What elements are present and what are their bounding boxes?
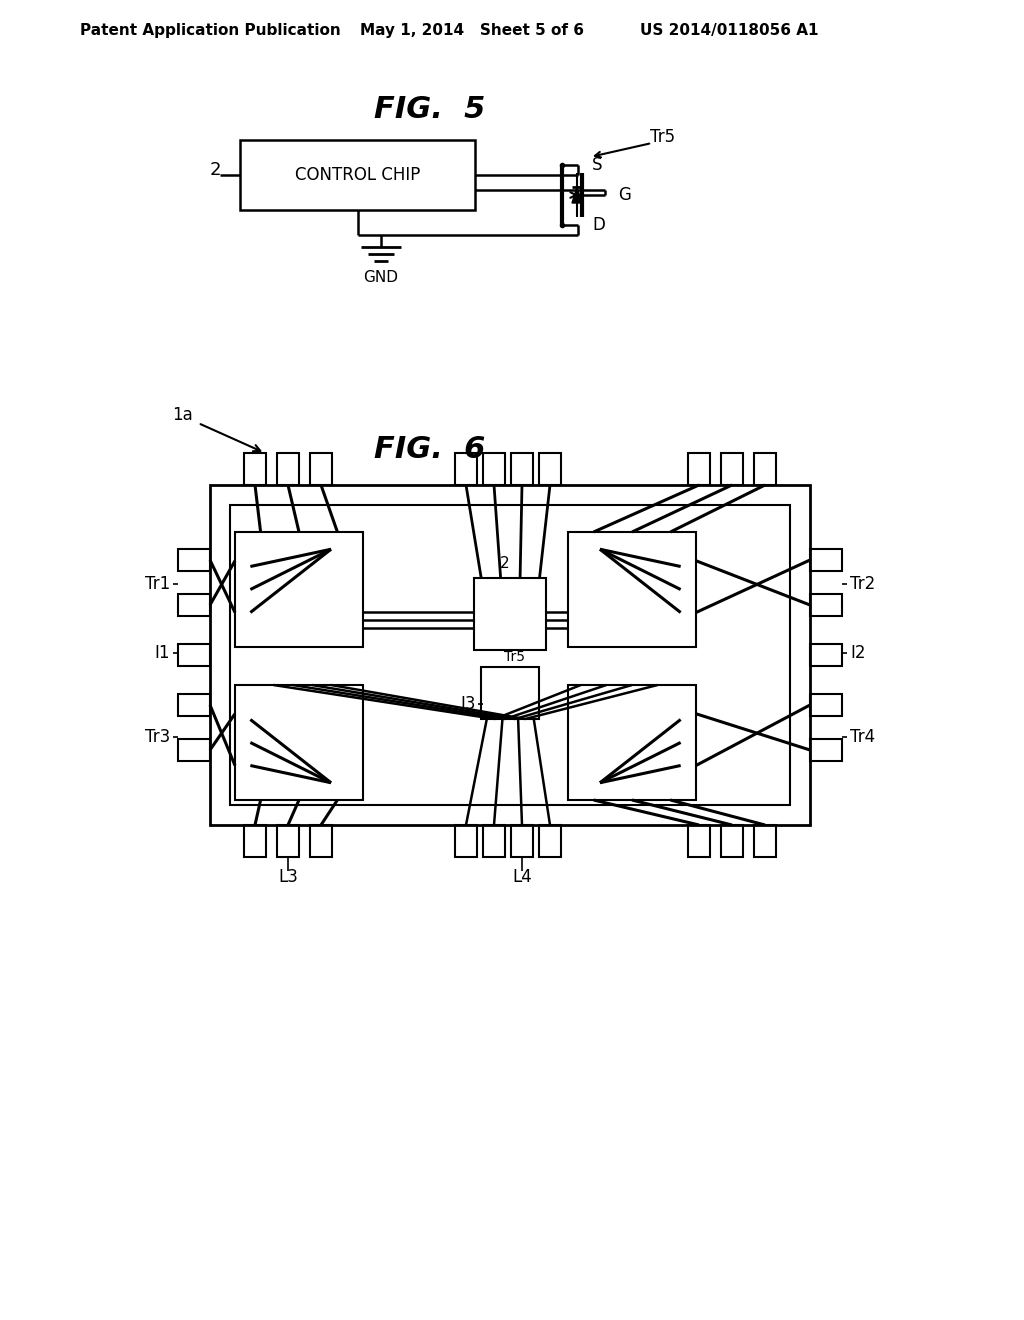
- Bar: [244, 825, 266, 857]
- Bar: [178, 694, 210, 715]
- Text: GND: GND: [364, 271, 398, 285]
- Bar: [234, 685, 362, 800]
- Bar: [455, 825, 477, 857]
- Text: G: G: [618, 186, 631, 205]
- Bar: [234, 532, 362, 647]
- Bar: [810, 739, 842, 762]
- Bar: [178, 549, 210, 572]
- Bar: [754, 825, 776, 857]
- Text: I1: I1: [155, 644, 170, 663]
- Bar: [511, 825, 534, 857]
- Bar: [688, 453, 710, 484]
- Bar: [688, 825, 710, 857]
- Bar: [810, 549, 842, 572]
- Text: L4: L4: [512, 869, 531, 886]
- Text: CONTROL CHIP: CONTROL CHIP: [295, 166, 420, 183]
- Text: Tr2: Tr2: [850, 574, 876, 593]
- Bar: [721, 825, 743, 857]
- Bar: [178, 594, 210, 616]
- Bar: [455, 453, 477, 484]
- Text: Tr3: Tr3: [144, 727, 170, 746]
- Bar: [810, 694, 842, 715]
- Bar: [539, 453, 561, 484]
- Bar: [178, 644, 210, 667]
- Bar: [278, 825, 299, 857]
- Text: I3: I3: [461, 696, 476, 713]
- Bar: [230, 506, 790, 805]
- Bar: [240, 140, 475, 210]
- Bar: [721, 453, 743, 484]
- Text: May 1, 2014   Sheet 5 of 6: May 1, 2014 Sheet 5 of 6: [360, 22, 584, 37]
- Text: 2: 2: [500, 557, 510, 572]
- Bar: [810, 644, 842, 667]
- Bar: [278, 453, 299, 484]
- Bar: [539, 825, 561, 857]
- Text: L3: L3: [279, 869, 298, 886]
- Polygon shape: [572, 187, 582, 203]
- Text: FIG.  5: FIG. 5: [375, 95, 485, 124]
- Bar: [754, 453, 776, 484]
- Bar: [310, 453, 332, 484]
- Bar: [568, 685, 696, 800]
- Bar: [511, 453, 534, 484]
- Bar: [481, 667, 539, 719]
- Text: Tr4: Tr4: [850, 727, 876, 746]
- Text: 2: 2: [210, 161, 221, 180]
- Text: FIG.  6: FIG. 6: [375, 436, 485, 465]
- Text: Patent Application Publication: Patent Application Publication: [80, 22, 341, 37]
- Bar: [483, 453, 505, 484]
- Bar: [310, 825, 332, 857]
- Bar: [810, 594, 842, 616]
- Text: S: S: [592, 156, 602, 174]
- Bar: [244, 453, 266, 484]
- Bar: [210, 484, 810, 825]
- Text: D: D: [592, 216, 605, 234]
- Text: I2: I2: [850, 644, 865, 663]
- Bar: [474, 578, 546, 649]
- Bar: [178, 739, 210, 762]
- Text: 1a: 1a: [172, 407, 193, 424]
- Text: Tr5: Tr5: [505, 649, 525, 664]
- Text: Tr5: Tr5: [650, 128, 675, 147]
- Text: US 2014/0118056 A1: US 2014/0118056 A1: [640, 22, 818, 37]
- Bar: [568, 532, 696, 647]
- Text: Tr1: Tr1: [144, 574, 170, 593]
- Bar: [483, 825, 505, 857]
